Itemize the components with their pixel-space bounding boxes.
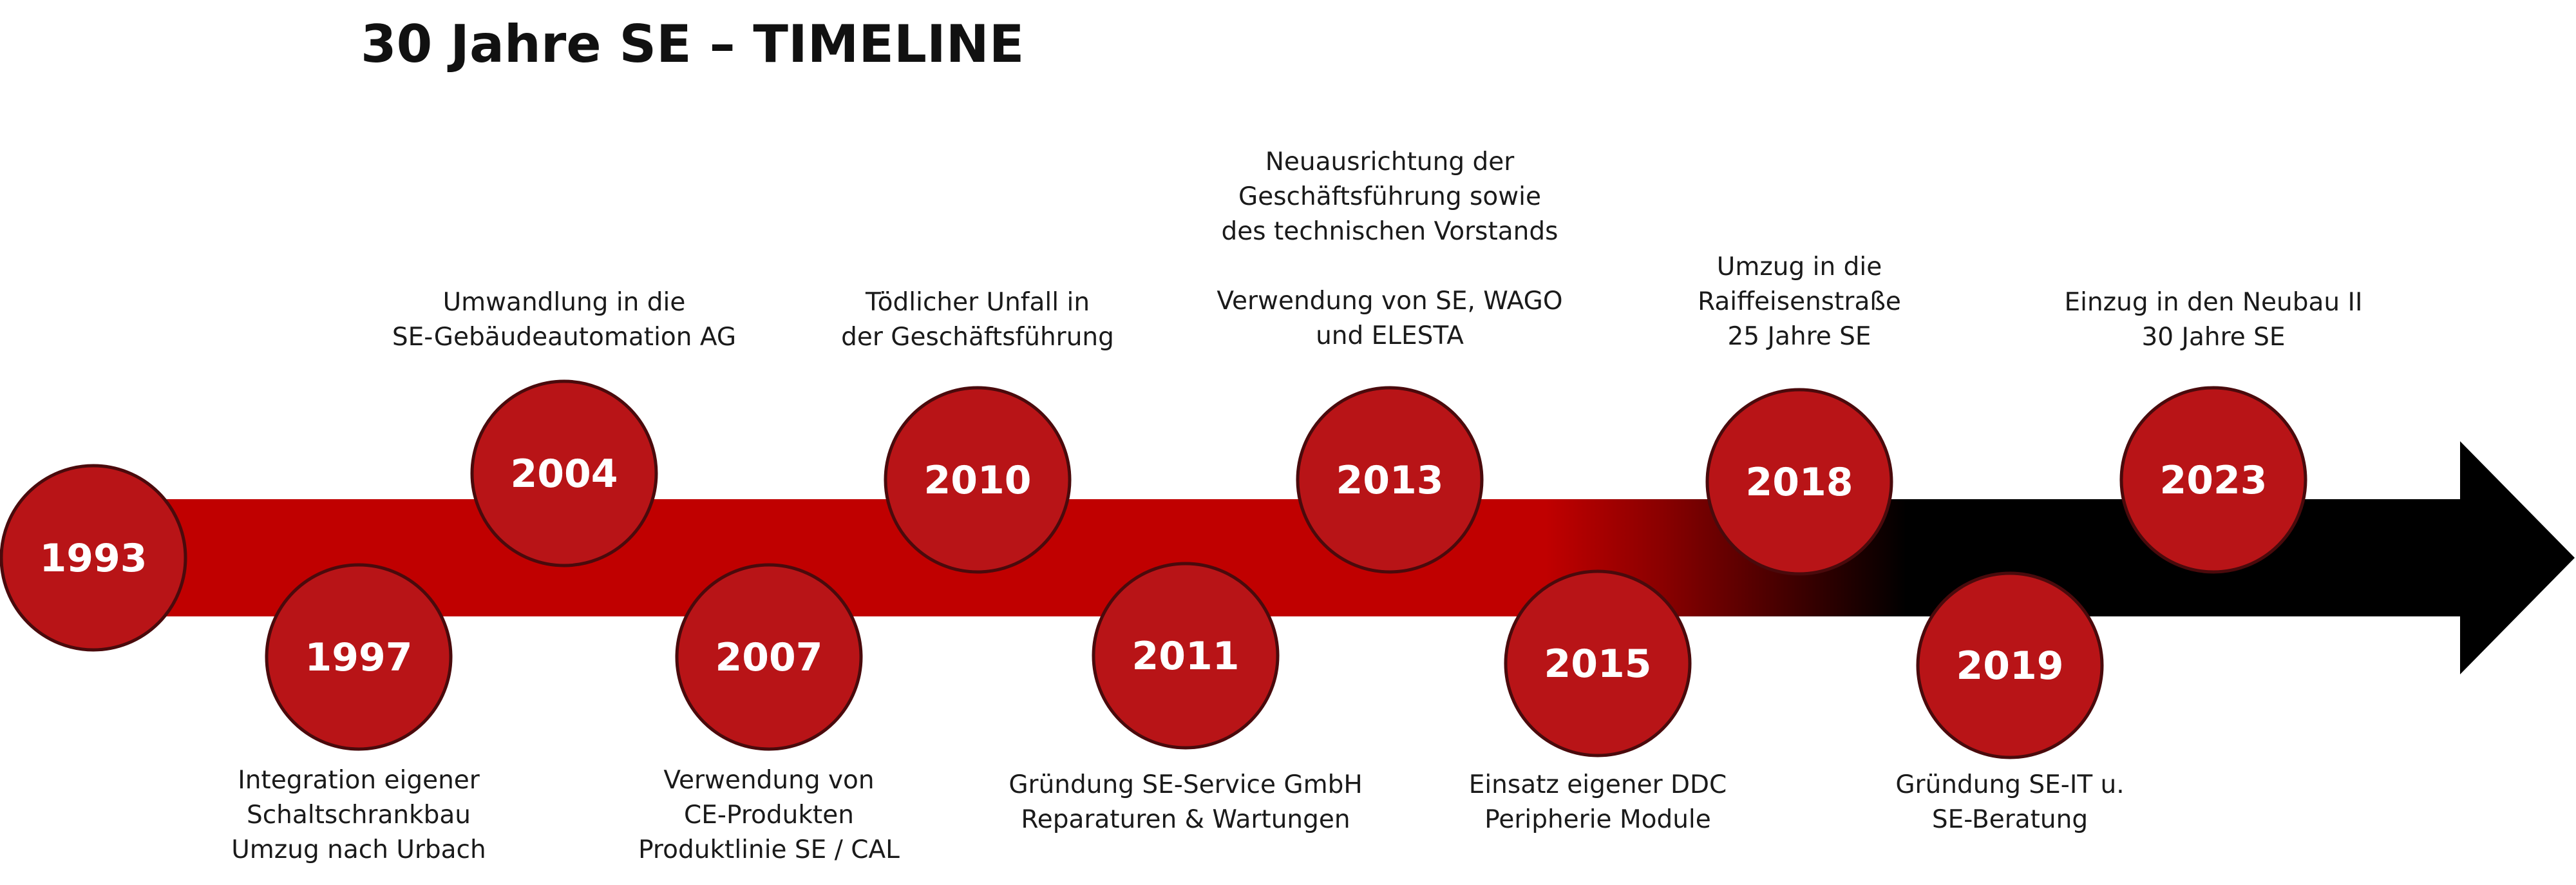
event-node-2007: 2007 — [675, 563, 863, 751]
year-circle — [0, 464, 187, 652]
description-line: 25 Jahre SE — [1727, 322, 1871, 351]
event-node-1993: 1993 — [0, 464, 187, 652]
description-line: Raiffeisenstraße — [1698, 287, 1901, 316]
description-line: des technischen Vorstands — [1221, 217, 1558, 246]
description-line: Verwendung von SE, WAGO — [1217, 287, 1563, 316]
description-line: Umzug nach Urbach — [231, 835, 486, 864]
description-line: CE-Produkten — [684, 801, 854, 830]
event-description-2010: Tödlicher Unfall in der Geschäftsführung — [688, 285, 1267, 355]
event-description-2015: Einsatz eigener DDC Peripherie Module — [1308, 768, 1888, 837]
description-line: Umzug in die — [1716, 252, 1882, 281]
year-circle — [1705, 388, 1893, 576]
year-circle — [675, 563, 863, 751]
description-line: Tödlicher Unfall in — [865, 288, 1090, 317]
event-description-2018: Umzug in die Raiffeisenstraße 25 Jahre SE — [1510, 250, 2089, 354]
year-circle — [884, 386, 1072, 574]
description-line: Gründung SE-IT u. — [1895, 770, 2125, 799]
description-line: Verwendung von — [663, 766, 875, 795]
year-label: 2023 — [2160, 458, 2268, 503]
year-circle — [265, 563, 453, 751]
year-circle — [1296, 386, 1484, 574]
description-line: Integration eigener — [238, 766, 480, 795]
event-node-2013: 2013 — [1296, 386, 1484, 574]
year-label: 2010 — [924, 458, 1032, 503]
event-description-1997: Integration eigener Schaltschrankbau Umzug… — [69, 763, 649, 868]
description-line: Produktlinie SE / CAL — [638, 835, 900, 864]
year-circle — [1504, 569, 1692, 757]
description-line: SE-Gebäudeautomation AG — [392, 323, 737, 352]
description-line: Umwandlung in die — [442, 288, 686, 317]
event-node-2019: 2019 — [1916, 571, 2104, 759]
event-description-2013: Neuausrichtung der Geschäftsführung sowie… — [1100, 145, 1680, 354]
event-description-2011: Gründung SE-Service GmbH Reparaturen & Wa… — [896, 768, 1475, 837]
event-description-2004: Umwandlung in die SE-Gebäudeautomation AG — [274, 285, 854, 355]
description-line: und ELESTA — [1316, 321, 1464, 350]
year-label: 2018 — [1746, 460, 1853, 505]
page-title: 30 Jahre SE – TIMELINE — [361, 14, 1025, 74]
year-label: 1997 — [305, 635, 413, 680]
year-label: 2004 — [511, 452, 618, 497]
year-label: 2013 — [1336, 458, 1444, 503]
event-node-2011: 2011 — [1092, 562, 1280, 750]
event-node-2023: 2023 — [2119, 386, 2307, 574]
description-line: Einsatz eigener DDC — [1468, 770, 1727, 799]
event-node-2015: 2015 — [1504, 569, 1692, 757]
year-circle — [2119, 386, 2307, 574]
year-label: 2011 — [1132, 634, 1240, 679]
description-line: der Geschäftsführung — [841, 323, 1114, 352]
event-node-2018: 2018 — [1705, 388, 1893, 576]
event-description-2023: Einzug in den Neubau II 30 Jahre SE — [1924, 285, 2503, 355]
description-line: 30 Jahre SE — [2141, 323, 2286, 352]
year-label: 1993 — [40, 536, 147, 581]
description-line: SE-Beratung — [1931, 805, 2088, 834]
description-line: Einzug in den Neubau II — [2064, 288, 2363, 317]
event-description-2007: Verwendung von CE-Produkten Produktlinie S… — [479, 763, 1059, 868]
event-description-2019: Gründung SE-IT u. SE-Beratung — [1720, 768, 2300, 837]
year-label: 2015 — [1544, 642, 1652, 687]
year-circle — [1092, 562, 1280, 750]
description-line: Neuausrichtung der — [1265, 148, 1515, 176]
event-node-1997: 1997 — [265, 563, 453, 751]
year-circle — [1916, 571, 2104, 759]
year-circle — [470, 379, 658, 567]
description-line: Reparaturen & Wartungen — [1021, 805, 1350, 834]
description-line: Peripherie Module — [1484, 805, 1711, 834]
description-line: Geschäftsführung sowie — [1238, 182, 1541, 211]
event-node-2010: 2010 — [884, 386, 1072, 574]
year-label: 2007 — [715, 635, 823, 680]
year-label: 2019 — [1956, 643, 2064, 689]
description-line: Gründung SE-Service GmbH — [1009, 770, 1363, 799]
description-line: Schaltschrankbau — [246, 801, 471, 830]
event-node-2004: 2004 — [470, 379, 658, 567]
